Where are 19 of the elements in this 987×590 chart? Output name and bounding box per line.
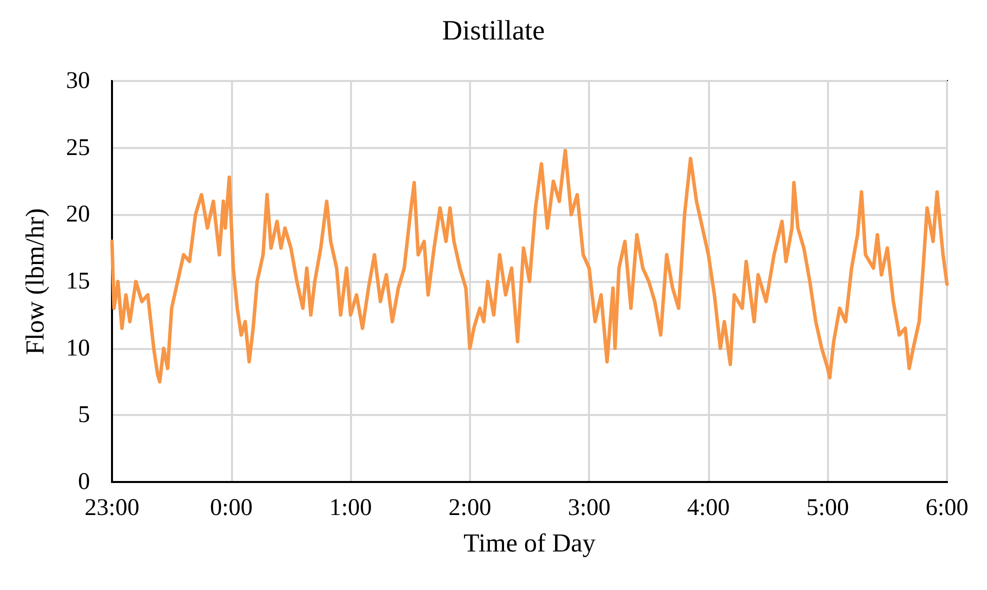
- x-tick-label: 5:00: [806, 495, 850, 521]
- x-tick-label: 0:00: [210, 495, 253, 521]
- y-tick-label: 5: [78, 402, 90, 428]
- y-tick-label: 10: [66, 335, 90, 362]
- y-tick-label: 0: [78, 469, 90, 495]
- y-tick-label: 30: [66, 68, 90, 94]
- x-tick-label: 4:00: [687, 495, 730, 521]
- x-tick-label: 23:00: [84, 495, 140, 521]
- x-axis-title: Time of Day: [464, 528, 596, 558]
- chart-title: Distillate: [442, 16, 545, 46]
- y-tick-label: 15: [66, 268, 90, 294]
- x-tick-label: 1:00: [329, 495, 372, 521]
- y-tick-label: 20: [66, 202, 90, 228]
- x-tick-label: 6:00: [926, 495, 968, 521]
- y-axis-title: Flow (lbm/hr): [20, 208, 50, 355]
- line-series: [110, 148, 949, 384]
- x-tick-label: 3:00: [568, 495, 610, 521]
- x-tick-label: 2:00: [448, 495, 492, 521]
- y-tick-label: 25: [66, 134, 90, 161]
